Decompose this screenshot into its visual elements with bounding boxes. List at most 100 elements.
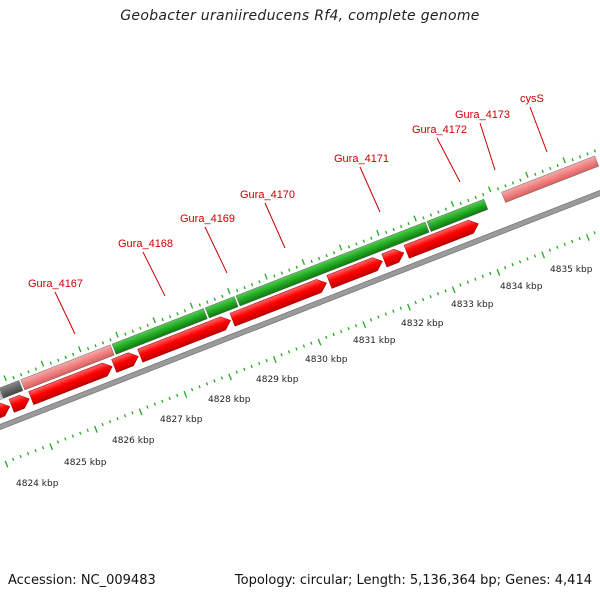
scale-tick-mark [585,233,590,241]
scale-tick-mark [220,376,224,380]
red-cds-arrow [229,279,327,327]
scale-tick-mark [71,434,74,438]
scale-label: 4834 kbp [500,282,543,292]
tick-mark [161,317,164,322]
scale-tick-mark [384,312,388,316]
scale-tick-mark [116,417,119,421]
tick-mark [301,258,306,266]
tick-mark [422,216,425,220]
scale-tick-mark [332,332,335,337]
tick-mark [332,251,336,255]
tick-mark [325,253,328,258]
scale-tick-mark [265,358,268,363]
scale-tick-mark [235,370,238,374]
gene-leader-line [529,106,548,153]
tick-mark [131,329,134,333]
scale-tick-mark [340,329,343,334]
tick-mark [459,201,462,205]
tick-mark [27,370,30,374]
gene-leader-line [436,137,461,183]
tick-mark [213,297,216,301]
scale-tick-mark [101,422,104,427]
tick-mark [407,222,410,226]
tick-mark [511,181,515,185]
gene-leader-line [142,251,166,297]
scale-tick-mark [34,449,37,453]
tick-mark [467,198,470,203]
tick-mark [264,273,268,280]
tick-mark [504,184,507,188]
tick-mark [78,346,82,353]
backbone-line [0,176,600,437]
scale-tick-mark [64,437,67,441]
scale-tick-mark [198,385,201,389]
gene-block-green [111,308,208,355]
scale-tick-mark [571,239,574,244]
tick-mark [124,332,127,336]
tick-mark [3,375,7,382]
tick-mark [176,312,179,316]
scale-tick-mark [556,245,559,249]
gene-label: Gura_4169 [180,213,235,225]
scale-tick-mark [503,265,507,270]
gene-label: cysS [520,93,544,105]
red-cds-arrow [111,352,139,373]
red-cds-arrow [381,248,405,268]
gene-block-green [204,296,239,319]
scale-tick-mark [533,254,537,258]
red-cds-arrow [137,316,231,363]
tick-mark [392,227,395,232]
tick-mark [189,302,194,309]
tick-mark [198,303,202,307]
scale-tick-mark [407,303,411,311]
tick-mark [429,213,433,217]
scale-tick-mark [19,454,22,459]
scale-label: 4827 kbp [160,415,203,425]
scale-tick-mark [563,242,566,246]
tick-mark [40,360,45,367]
scale-tick-mark [466,280,470,284]
scale-tick-mark [325,335,328,339]
scale-tick-mark [243,367,246,371]
tick-mark [534,172,537,176]
scale-tick-mark [526,257,529,261]
gene-label: Gura_4170 [240,189,295,201]
gene-label: Gura_4171 [334,153,389,165]
scale-tick-mark [578,236,581,241]
tick-mark [183,309,187,313]
scale-tick-mark [295,347,298,351]
scale-tick-mark [392,309,395,313]
tick-mark [86,346,90,351]
scale-tick-mark [250,364,253,369]
scale-label: 4835 kbp [550,265,593,275]
scale-tick-mark [168,396,171,400]
gene-leader-line [264,202,286,249]
tick-mark [399,224,403,229]
tick-mark [444,207,448,211]
tick-mark [243,285,246,290]
scale-tick-mark [272,356,277,364]
scale-label: 4826 kbp [112,436,155,446]
tick-mark [586,152,589,156]
tick-mark [236,288,239,293]
scale-tick-mark [4,460,9,468]
tick-mark [168,315,172,319]
tick-mark [19,373,23,377]
tick-mark [556,163,559,168]
scale-tick-mark [422,297,425,302]
scale-label: 4832 kbp [401,319,444,329]
scale-tick-mark [86,428,89,432]
scale-tick-mark [399,306,402,310]
gene-leader-line [479,122,496,171]
scale-tick-mark [56,440,60,444]
tick-mark [437,210,440,214]
tick-mark [57,358,60,362]
red-cds-arrow [8,395,30,413]
tick-mark [593,149,597,153]
scale-tick-mark [481,274,484,278]
red-cds-arrow [28,362,113,406]
tick-mark [317,256,321,261]
tick-mark [146,323,149,328]
map-title: Geobacter uraniireducens Rf4, complete g… [120,8,480,24]
tick-mark [376,229,380,236]
